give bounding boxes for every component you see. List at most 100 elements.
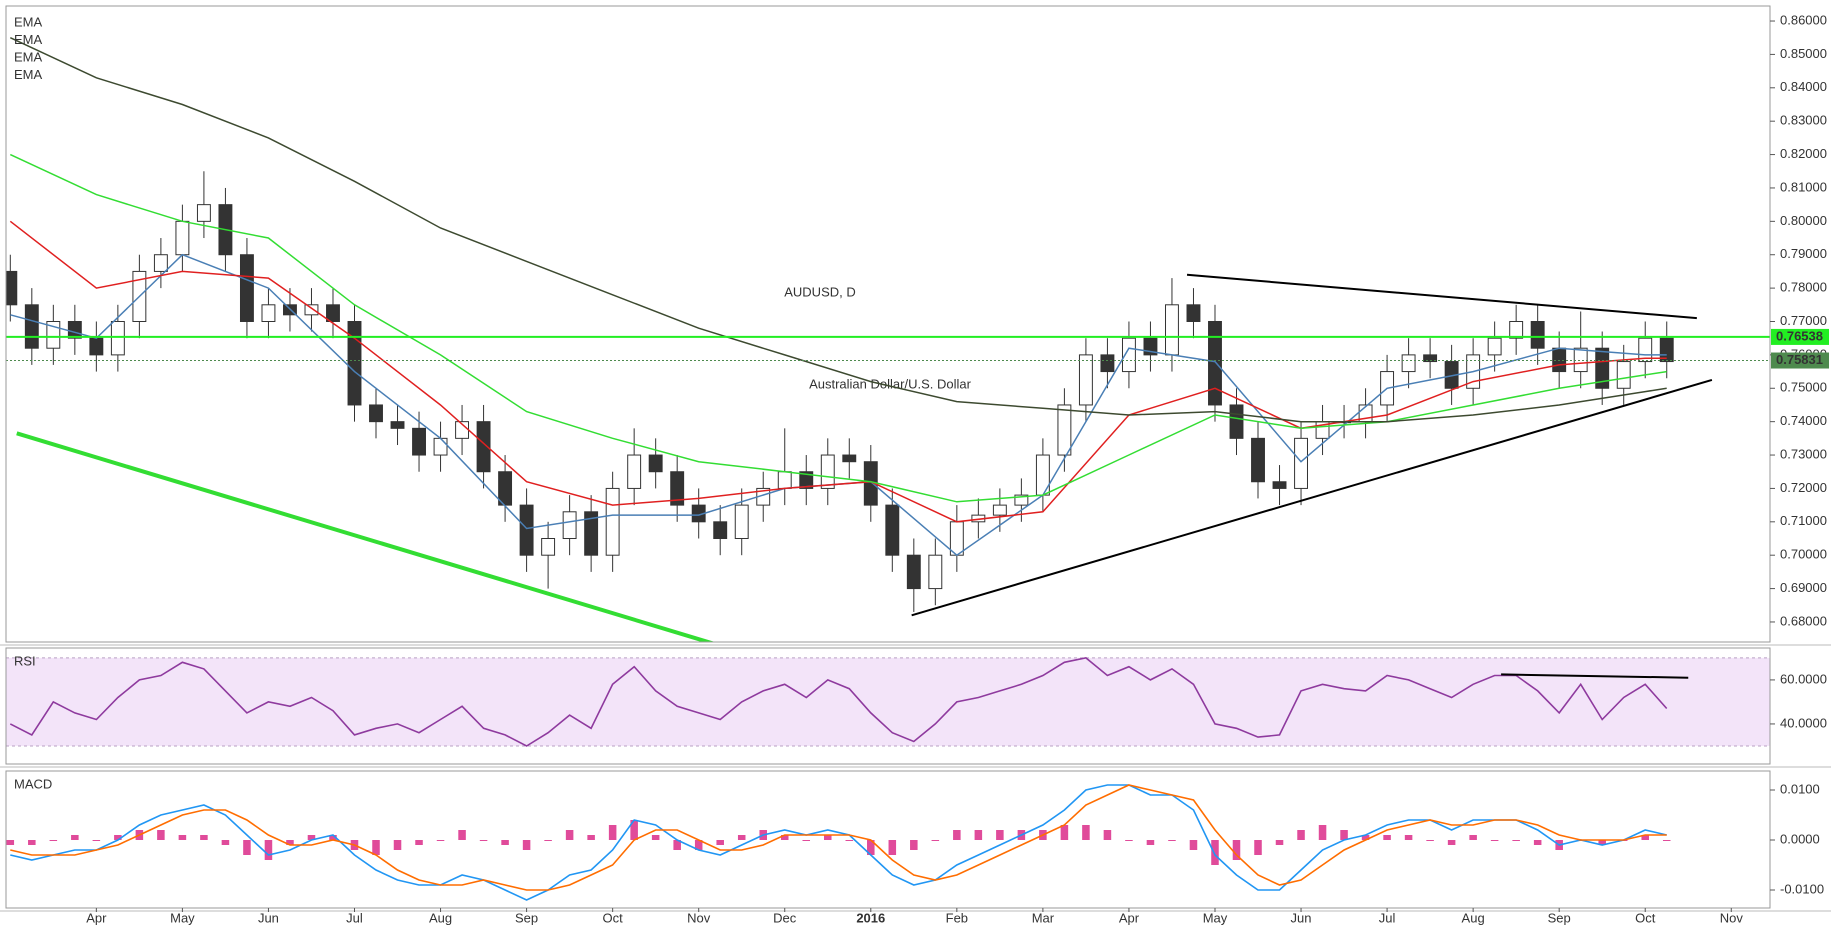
x-tick-label: Oct [603,910,624,925]
legend-entry: EMA [14,67,43,82]
price-level-label: 0.76538 [1776,328,1823,343]
candle-body [1294,437,1308,489]
histogram-bar [1641,835,1649,840]
y-tick-label: 0.69000 [1780,580,1827,595]
histogram-bar [6,840,15,845]
histogram-bar [286,840,294,845]
histogram-bar [1383,835,1391,840]
x-tick-label: Aug [429,910,452,925]
y-tick-label: 60.0000 [1780,671,1827,686]
candle-body [347,320,362,406]
candle-body [6,270,18,306]
histogram-bar [458,830,466,840]
y-tick-label: 0.75000 [1780,380,1827,395]
candle-body [67,320,82,339]
candle-body [562,511,577,540]
trendline [1501,673,1689,679]
ema-line [9,37,1667,423]
legend-entry: EMA [14,32,43,47]
candle-body [885,504,900,556]
x-tick-label: May [170,910,195,925]
histogram-bar [415,840,423,845]
y-tick-label: 0.84000 [1780,79,1827,94]
histogram-bar [264,840,273,860]
candle-body [153,254,168,272]
histogram-bar [716,840,724,845]
candle-body [713,521,728,540]
histogram-bar [1297,830,1305,840]
candle-body [1401,354,1416,373]
y-tick-label: 0.79000 [1780,246,1827,261]
x-tick-label: Jun [258,910,279,925]
histogram-bar [651,835,660,840]
histogram-bar [92,840,101,841]
candle-body [1638,337,1653,363]
histogram-bar [1232,840,1241,860]
histogram-bar [931,840,940,841]
candle-body [369,404,383,423]
histogram-bar [1404,835,1413,840]
panel [6,657,1770,747]
candle-body [326,304,340,322]
x-tick-label: Aug [1462,910,1485,925]
y-tick-label: 0.82000 [1780,146,1827,161]
y-tick-label: 0.0100 [1780,781,1820,796]
candle-body [1121,337,1136,373]
histogram-bar [544,840,552,841]
histogram-bar [974,830,983,840]
trendline [16,431,716,642]
histogram-bar [501,840,509,845]
candle-body [196,204,211,222]
candle-body [541,538,556,556]
x-tick-label: Jul [1379,910,1396,925]
candle-body [1272,481,1287,489]
watermark-title: AUDUSD, D [784,284,856,299]
candle-body [734,504,749,540]
x-tick-label: Sep [1548,910,1571,925]
histogram-bar [157,830,165,840]
x-tick-label: Jun [1291,910,1312,925]
candle-body [412,427,426,456]
y-tick-label: 0.72000 [1780,480,1827,495]
price-level-tag [1771,352,1829,369]
watermark-subtitle: Australian Dollar/U.S. Dollar [809,376,972,391]
x-tick-label: Jul [346,910,363,925]
indicator-line [10,784,1667,901]
y-tick-label: 40.0000 [1780,715,1827,730]
y-tick-label: 0.73000 [1780,446,1827,461]
histogram-bar [867,840,875,855]
candle-body [949,521,964,556]
candle-body [476,421,491,473]
histogram-bar [1490,840,1499,841]
histogram-bar [673,840,681,850]
trendline [1186,273,1697,320]
legend-entry: EMA [14,14,43,29]
candle-body [1165,304,1179,356]
candle-body [1659,337,1674,363]
y-tick-label: 0.78000 [1780,280,1827,295]
candle-body [261,304,276,322]
candle-body [1186,304,1201,322]
panel [6,784,1671,901]
candle-body [1530,320,1545,349]
candle-body [627,454,642,489]
candle-body [89,337,104,356]
candle-body [175,220,190,256]
candle-body [433,437,448,456]
y-tick-label: 0.80000 [1780,213,1827,228]
candle-body [519,504,534,556]
histogram-bar [522,840,531,850]
candle-body [1208,320,1222,406]
candle-body [1014,494,1029,506]
indicator-line [10,784,1667,891]
x-tick-label: Apr [1119,910,1140,925]
histogram-bar [329,835,337,840]
histogram-bar [1340,830,1348,840]
candle-body [1552,347,1567,373]
x-tick-label: Oct [1635,910,1656,925]
histogram-bar [1103,830,1112,840]
indicator-line [9,657,1668,747]
y-tick-label: 0.71000 [1780,513,1827,528]
y-tick-label: 0.85000 [1780,46,1827,61]
